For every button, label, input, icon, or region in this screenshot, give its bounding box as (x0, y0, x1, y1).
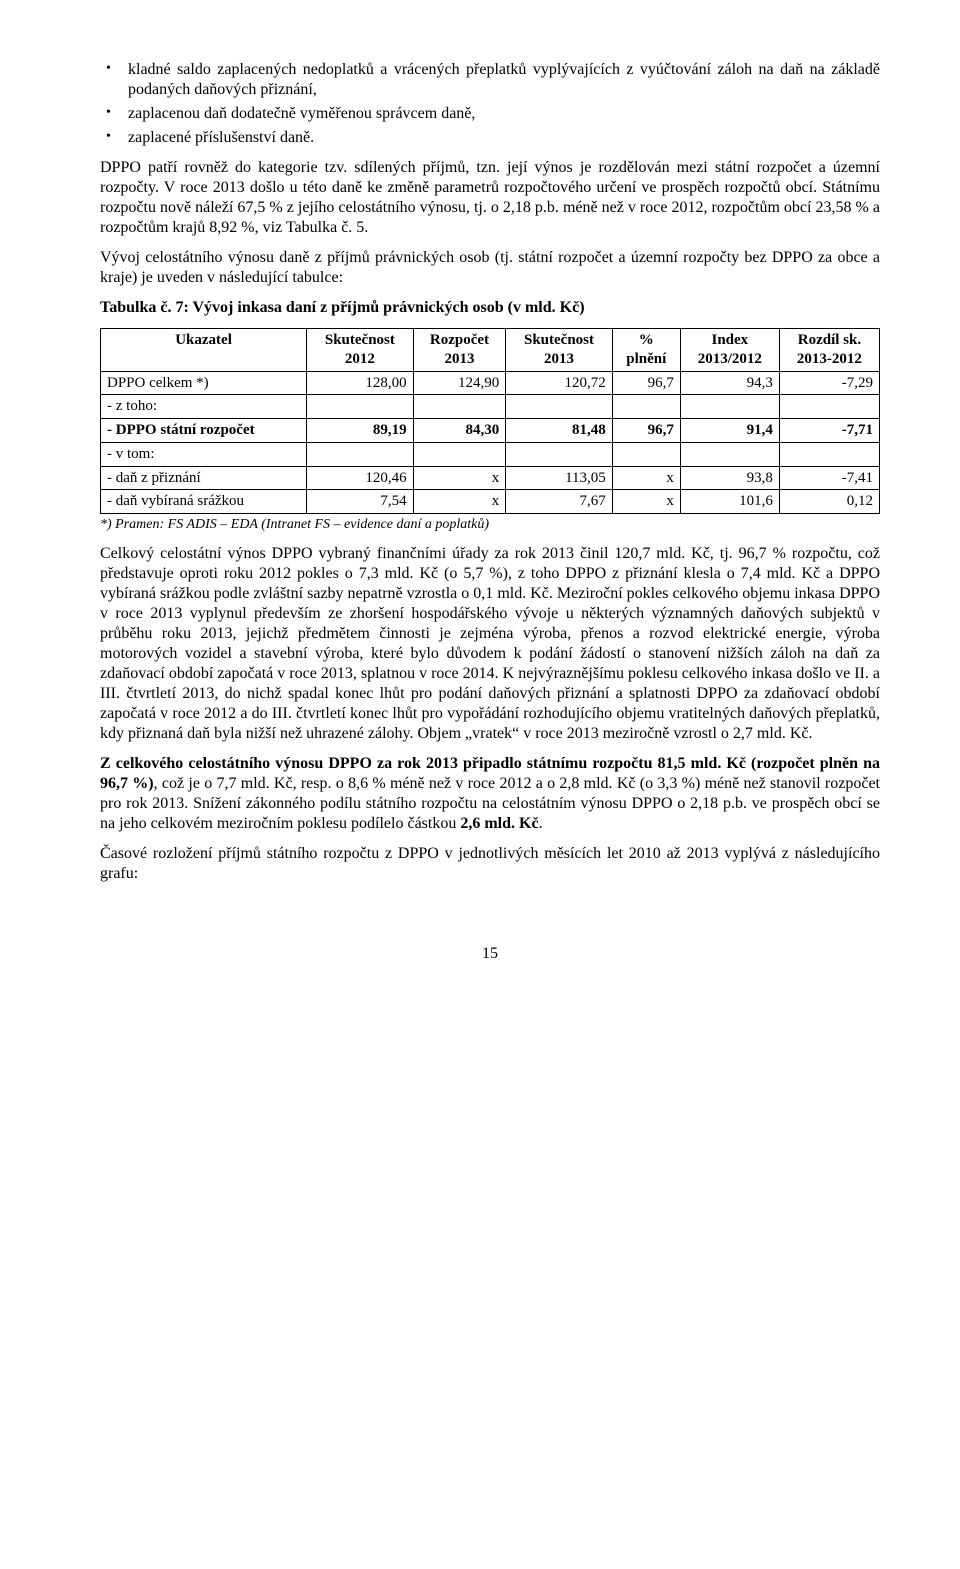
cell-value: 93,8 (680, 466, 779, 490)
cell-value: 94,3 (680, 371, 779, 395)
cell-value (779, 395, 879, 419)
paragraph: Časové rozložení příjmů státního rozpočt… (100, 844, 880, 884)
cell-value (680, 395, 779, 419)
table-row: - daň z přiznání120,46x113,05x93,8-7,41 (101, 466, 880, 490)
cell-value: 96,7 (612, 419, 680, 443)
row-label: - daň z přiznání (101, 466, 307, 490)
cell-value: x (413, 466, 506, 490)
cell-value: 101,6 (680, 490, 779, 514)
cell-value: -7,41 (779, 466, 879, 490)
cell-value: x (612, 466, 680, 490)
table-row: - z toho: (101, 395, 880, 419)
cell-value (506, 395, 613, 419)
col-header: Rozpočet2013 (413, 329, 506, 372)
cell-value: 113,05 (506, 466, 613, 490)
table-row: DPPO celkem *)128,00124,90120,7296,794,3… (101, 371, 880, 395)
cell-value: x (612, 490, 680, 514)
cell-value (307, 442, 414, 466)
cell-value: 7,67 (506, 490, 613, 514)
cell-value: -7,71 (779, 419, 879, 443)
table-row: - daň vybíraná srážkou7,54x7,67x101,60,1… (101, 490, 880, 514)
col-header: Skutečnost2012 (307, 329, 414, 372)
col-header: Rozdíl sk.2013-2012 (779, 329, 879, 372)
paragraph: Vývoj celostátního výnosu daně z příjmů … (100, 248, 880, 288)
cell-value: -7,29 (779, 371, 879, 395)
cell-value (779, 442, 879, 466)
paragraph: Z celkového celostátního výnosu DPPO za … (100, 754, 880, 834)
bullet-item: zaplacené příslušenství daně. (128, 128, 880, 148)
cell-value: 120,72 (506, 371, 613, 395)
table-row: - v tom: (101, 442, 880, 466)
table-footnote: *) Pramen: FS ADIS – EDA (Intranet FS – … (100, 516, 880, 534)
bullet-item: kladné saldo zaplacených nedoplatků a vr… (128, 60, 880, 100)
row-label: - DPPO státní rozpočet (101, 419, 307, 443)
cell-value: 128,00 (307, 371, 414, 395)
cell-value (413, 395, 506, 419)
row-label: - v tom: (101, 442, 307, 466)
paragraph: DPPO patří rovněž do kategorie tzv. sdíl… (100, 158, 880, 238)
col-header: Index2013/2012 (680, 329, 779, 372)
cell-value: 124,90 (413, 371, 506, 395)
paragraph: Celkový celostátní výnos DPPO vybraný fi… (100, 544, 880, 744)
dppo-table: Ukazatel Skutečnost2012 Rozpočet2013 Sku… (100, 328, 880, 514)
cell-value (612, 395, 680, 419)
row-label: DPPO celkem *) (101, 371, 307, 395)
cell-value (612, 442, 680, 466)
table-caption: Tabulka č. 7: Vývoj inkasa daní z příjmů… (100, 298, 880, 318)
col-header: Skutečnost2013 (506, 329, 613, 372)
row-label: - daň vybíraná srážkou (101, 490, 307, 514)
table-row: - DPPO státní rozpočet89,1984,3081,4896,… (101, 419, 880, 443)
cell-value (413, 442, 506, 466)
text-bold: 2,6 mld. Kč (460, 815, 538, 832)
page-number: 15 (100, 944, 880, 964)
cell-value: x (413, 490, 506, 514)
cell-value (307, 395, 414, 419)
table-header-row: Ukazatel Skutečnost2012 Rozpočet2013 Sku… (101, 329, 880, 372)
intro-bullets: kladné saldo zaplacených nedoplatků a vr… (100, 60, 880, 148)
text: . (539, 815, 543, 832)
cell-value (506, 442, 613, 466)
cell-value: 91,4 (680, 419, 779, 443)
cell-value (680, 442, 779, 466)
cell-value: 89,19 (307, 419, 414, 443)
cell-value: 84,30 (413, 419, 506, 443)
cell-value: 7,54 (307, 490, 414, 514)
bullet-item: zaplacenou daň dodatečně vyměřenou správ… (128, 104, 880, 124)
cell-value: 0,12 (779, 490, 879, 514)
cell-value: 96,7 (612, 371, 680, 395)
cell-value: 81,48 (506, 419, 613, 443)
cell-value: 120,46 (307, 466, 414, 490)
col-header: %plnění (612, 329, 680, 372)
row-label: - z toho: (101, 395, 307, 419)
col-header: Ukazatel (101, 329, 307, 372)
